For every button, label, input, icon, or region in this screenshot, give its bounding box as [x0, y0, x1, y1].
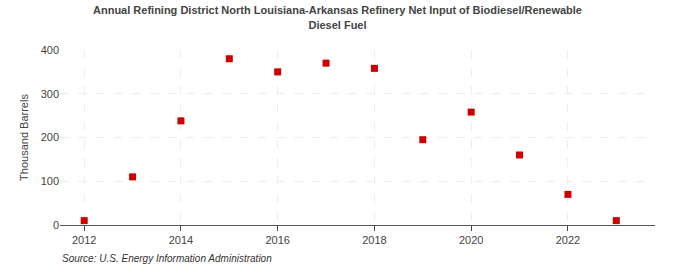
svg-text:2012: 2012	[72, 234, 96, 246]
svg-text:400: 400	[41, 44, 59, 56]
svg-text:Annual Refining District North: Annual Refining District North Louisiana…	[93, 4, 582, 30]
svg-text:Source: U.S. Energy Informatio: Source: U.S. Energy Information Administ…	[62, 253, 272, 264]
svg-text:300: 300	[41, 88, 59, 100]
svg-text:2022: 2022	[556, 234, 580, 246]
svg-text:2014: 2014	[169, 234, 193, 246]
svg-text:0: 0	[53, 219, 59, 231]
svg-text:100: 100	[41, 175, 59, 187]
svg-text:2020: 2020	[459, 234, 483, 246]
svg-text:2018: 2018	[362, 234, 386, 246]
svg-text:Thousand Barrels: Thousand Barrels	[18, 94, 30, 181]
svg-text:200: 200	[41, 131, 59, 143]
svg-text:2016: 2016	[265, 234, 289, 246]
